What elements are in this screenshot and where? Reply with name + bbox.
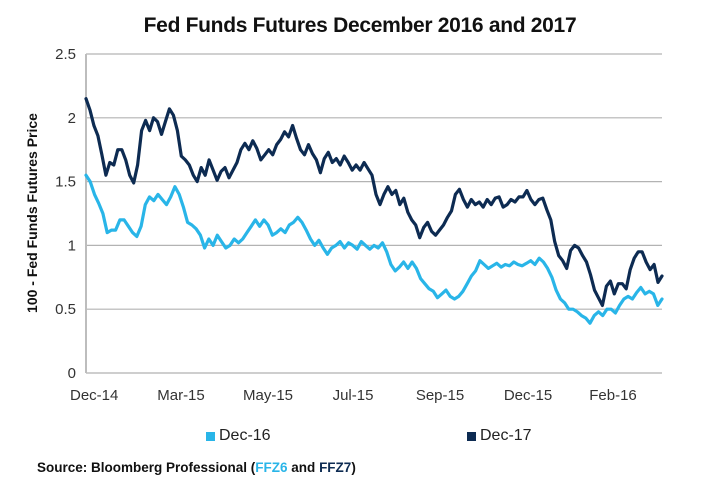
y-tick-label: 0.5 <box>55 301 76 318</box>
y-tick-labels: 0 0.5 1 1.5 2 2.5 <box>55 46 76 382</box>
source-middle: and <box>287 460 320 475</box>
x-tick-label: Feb-16 <box>589 387 637 404</box>
x-tick-labels: Dec-14 Mar-15 May-15 Jul-15 Sep-15 Dec-15 Feb-… <box>70 387 637 404</box>
series-line-dec-17 <box>84 97 664 307</box>
x-tick-label: Dec-15 <box>504 387 552 404</box>
axes <box>85 54 662 374</box>
series-line-dec-16 <box>84 173 664 325</box>
source-prefix: Source: Bloomberg Professional ( <box>37 460 256 475</box>
y-tick-label: 1 <box>68 237 76 254</box>
source-code-ffz6[interactable]: FFZ6 <box>255 460 288 475</box>
source-code-ffz7[interactable]: FFZ7 <box>319 460 352 475</box>
x-tick-label: May-15 <box>243 387 293 404</box>
legend-label-dec-17: Dec-17 <box>480 427 532 444</box>
legend-label-dec-16: Dec-16 <box>219 427 271 444</box>
legend-swatch-dec-16 <box>206 431 215 441</box>
source-note: Source: Bloomberg Professional (FFZ6 and… <box>37 460 356 475</box>
source-suffix: ) <box>351 460 356 475</box>
y-tick-label: 2 <box>68 110 76 127</box>
legend-swatch-dec-17 <box>467 431 476 441</box>
chart-title: Fed Funds Futures December 2016 and 2017 <box>143 14 577 37</box>
y-tick-label: 2.5 <box>55 46 76 63</box>
x-tick-label: Sep-15 <box>416 387 464 404</box>
y-axis-label: 100 - Fed Funds Futures Price <box>24 113 40 313</box>
y-tick-label: 0 <box>68 365 76 382</box>
legend-item-dec-16: Dec-16 <box>206 427 271 445</box>
x-tick-label: Dec-14 <box>70 387 118 404</box>
series-lines <box>84 97 664 325</box>
x-tick-label: Mar-15 <box>157 387 205 404</box>
line-chart: 0 0.5 1 1.5 2 2.5 Dec-14 Mar-15 May-15 Jul-15 Sep… <box>24 46 664 404</box>
legend-item-dec-17: Dec-17 <box>467 427 532 445</box>
y-tick-label: 1.5 <box>55 174 76 191</box>
x-tick-label: Jul-15 <box>333 387 374 404</box>
